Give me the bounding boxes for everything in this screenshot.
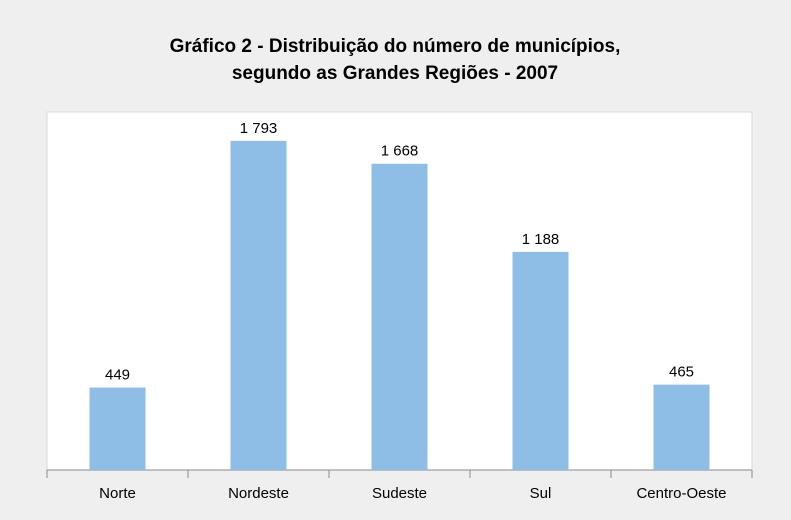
- bar: [371, 163, 428, 470]
- x-tick-label: Nordeste: [228, 485, 289, 502]
- bar: [89, 387, 146, 470]
- chart-title: segundo as Grandes Regiões - 2007: [232, 63, 558, 84]
- data-label: 465: [669, 364, 694, 381]
- data-label: 1 668: [381, 143, 419, 160]
- bar: [230, 140, 287, 470]
- chart-title: Gráfico 2 - Distribuição do número de mu…: [170, 36, 621, 57]
- data-label: 1 188: [522, 231, 560, 248]
- x-tick-label: Sudeste: [372, 485, 427, 502]
- x-tick-label: Sul: [530, 485, 552, 502]
- x-tick-label: Norte: [99, 485, 136, 502]
- data-label: 1 793: [240, 120, 278, 137]
- x-tick-label: Centro-Oeste: [636, 485, 726, 502]
- data-label: 449: [105, 367, 130, 384]
- bar: [512, 251, 569, 470]
- bar: [653, 384, 710, 470]
